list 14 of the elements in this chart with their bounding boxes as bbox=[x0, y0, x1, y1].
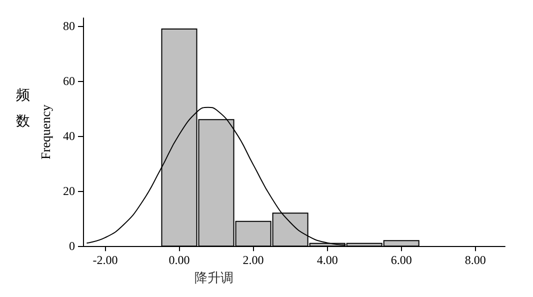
y-axis-title: Frequency bbox=[38, 104, 54, 160]
y-tick-label: 0 bbox=[69, 239, 75, 254]
x-tick-label: 2.00 bbox=[242, 253, 264, 268]
y-tick-label: 40 bbox=[63, 129, 75, 144]
x-tick-label: 0.00 bbox=[168, 253, 190, 268]
x-tick-label: 4.00 bbox=[316, 253, 338, 268]
text: 频数 bbox=[16, 88, 30, 130]
x-tick-label: 8.00 bbox=[464, 253, 486, 268]
y-tick-label: 20 bbox=[63, 184, 75, 198]
x-axis-title: 降升调 bbox=[194, 270, 234, 285]
y-tick-label: 80 bbox=[63, 19, 75, 34]
x-tick-label: 6.00 bbox=[390, 253, 412, 268]
x-tick-label: -2.00 bbox=[92, 253, 118, 268]
y-tick-label: 60 bbox=[63, 74, 75, 88]
